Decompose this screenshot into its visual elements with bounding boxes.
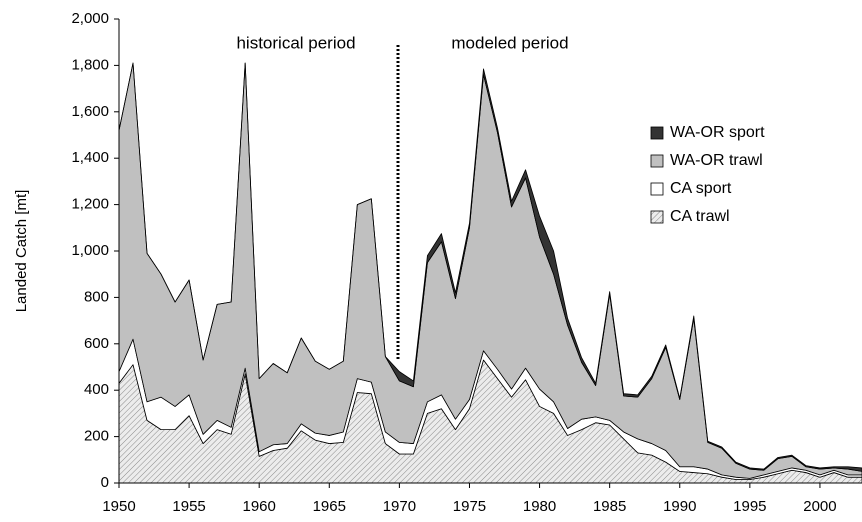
y-tick-label: 2,000 bbox=[71, 10, 109, 27]
x-tick-label: 1990 bbox=[663, 498, 696, 515]
x-tick-label: 1965 bbox=[313, 498, 346, 515]
y-tick-label: 400 bbox=[84, 381, 109, 398]
x-tick-label: 1970 bbox=[383, 498, 416, 515]
legend-label: CA sport bbox=[670, 180, 732, 197]
y-tick-label: 800 bbox=[84, 288, 109, 305]
annotation: modeled period bbox=[451, 33, 568, 52]
legend-label: WA-OR trawl bbox=[670, 152, 763, 169]
legend-swatch bbox=[650, 182, 664, 196]
y-tick-label: 1,200 bbox=[71, 196, 109, 213]
legend-swatch bbox=[650, 126, 664, 140]
x-tick-label: 2000 bbox=[803, 498, 836, 515]
y-tick-label: 1,600 bbox=[71, 103, 109, 120]
x-tick-label: 1975 bbox=[453, 498, 486, 515]
x-tick-label: 1950 bbox=[102, 498, 135, 515]
y-tick-label: 1,800 bbox=[71, 56, 109, 73]
x-tick-label: 1955 bbox=[172, 498, 205, 515]
y-tick-label: 200 bbox=[84, 428, 109, 445]
legend-label: WA-OR sport bbox=[670, 124, 765, 141]
legend-label: CA trawl bbox=[670, 208, 730, 225]
x-tick-label: 1985 bbox=[593, 498, 626, 515]
x-tick-label: 1995 bbox=[733, 498, 766, 515]
x-tick-label: 1980 bbox=[523, 498, 556, 515]
legend-swatch bbox=[650, 210, 664, 224]
y-tick-label: 0 bbox=[101, 474, 109, 491]
annotation: historical period bbox=[236, 33, 355, 52]
x-tick-label: 1960 bbox=[243, 498, 276, 515]
area bbox=[118, 62, 862, 472]
y-tick-label: 1,000 bbox=[71, 242, 109, 259]
legend-swatch bbox=[650, 154, 664, 168]
y-tick-label: 600 bbox=[84, 335, 109, 352]
y-axis-title: Landed Catch [mt] bbox=[13, 190, 30, 313]
y-tick-label: 1,400 bbox=[71, 149, 109, 166]
